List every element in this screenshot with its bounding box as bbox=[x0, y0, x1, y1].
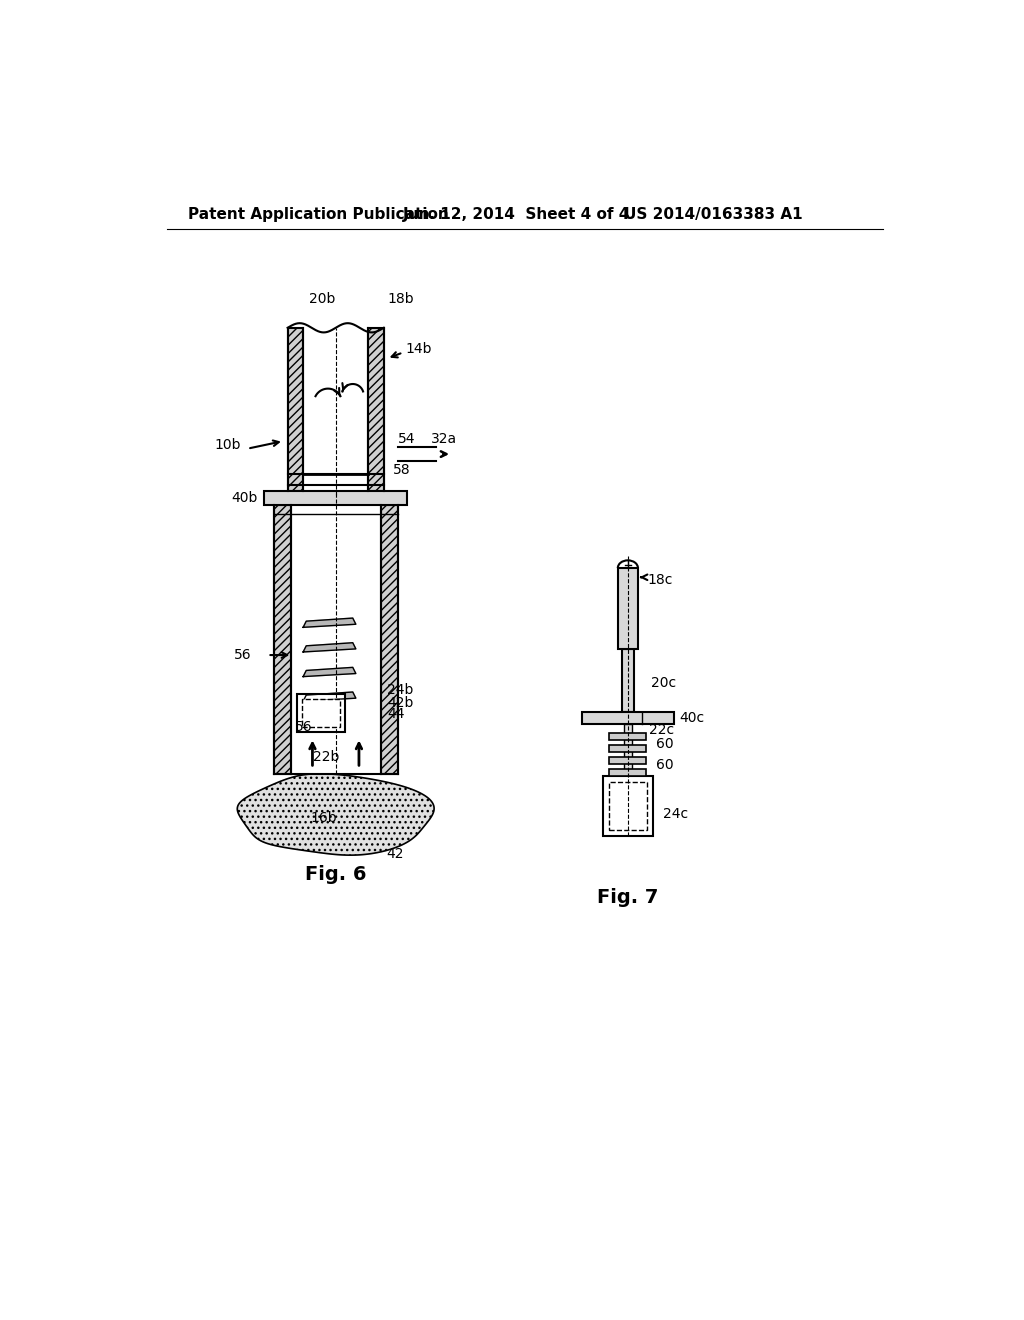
Polygon shape bbox=[303, 618, 356, 627]
Text: 24b: 24b bbox=[387, 684, 414, 697]
Bar bbox=[609, 733, 646, 741]
Text: Jun. 12, 2014  Sheet 4 of 4: Jun. 12, 2014 Sheet 4 of 4 bbox=[403, 207, 631, 222]
Bar bbox=[369, 327, 384, 491]
Text: 20c: 20c bbox=[651, 676, 676, 690]
Text: US 2014/0163383 A1: US 2014/0163383 A1 bbox=[624, 207, 803, 222]
Bar bbox=[288, 327, 303, 491]
Text: 42b: 42b bbox=[387, 696, 414, 710]
Text: Patent Application Publication: Patent Application Publication bbox=[188, 207, 450, 222]
Bar bbox=[297, 693, 345, 733]
Text: 54: 54 bbox=[397, 432, 415, 446]
Polygon shape bbox=[303, 692, 356, 701]
Text: 40c: 40c bbox=[680, 711, 705, 725]
Bar bbox=[303, 327, 369, 491]
Text: 24c: 24c bbox=[663, 807, 688, 821]
Text: 10b: 10b bbox=[214, 438, 241, 451]
Text: 42: 42 bbox=[386, 847, 403, 862]
Bar bbox=[264, 491, 407, 506]
Text: 60: 60 bbox=[655, 758, 674, 772]
Text: 18c: 18c bbox=[647, 573, 673, 586]
Bar bbox=[622, 649, 634, 711]
Bar bbox=[624, 725, 632, 776]
Text: Fig. 7: Fig. 7 bbox=[597, 888, 658, 907]
Text: 58: 58 bbox=[393, 463, 411, 478]
Bar bbox=[302, 700, 340, 726]
Bar bbox=[583, 711, 674, 725]
Text: 60: 60 bbox=[655, 737, 674, 751]
Bar bbox=[273, 506, 291, 775]
Polygon shape bbox=[303, 643, 356, 652]
Bar bbox=[381, 506, 397, 775]
Text: 44: 44 bbox=[387, 706, 404, 721]
Text: 32a: 32a bbox=[431, 432, 457, 446]
Text: Fig. 6: Fig. 6 bbox=[305, 865, 367, 884]
Bar bbox=[603, 776, 653, 836]
Bar bbox=[609, 781, 647, 830]
Text: 16b: 16b bbox=[310, 812, 337, 825]
Text: 14b: 14b bbox=[406, 342, 432, 356]
Polygon shape bbox=[238, 774, 434, 855]
Bar bbox=[609, 744, 646, 752]
Bar bbox=[617, 568, 638, 649]
Bar bbox=[291, 506, 381, 775]
Text: 56: 56 bbox=[234, 648, 252, 663]
Text: 20b: 20b bbox=[308, 292, 335, 305]
Text: 40b: 40b bbox=[231, 491, 257, 506]
Bar bbox=[609, 768, 646, 776]
Text: 22b: 22b bbox=[313, 750, 340, 764]
Text: 22c: 22c bbox=[649, 723, 674, 737]
Text: 18b: 18b bbox=[388, 292, 415, 305]
Text: 56: 56 bbox=[295, 719, 312, 734]
Bar bbox=[609, 756, 646, 764]
Polygon shape bbox=[303, 668, 356, 677]
